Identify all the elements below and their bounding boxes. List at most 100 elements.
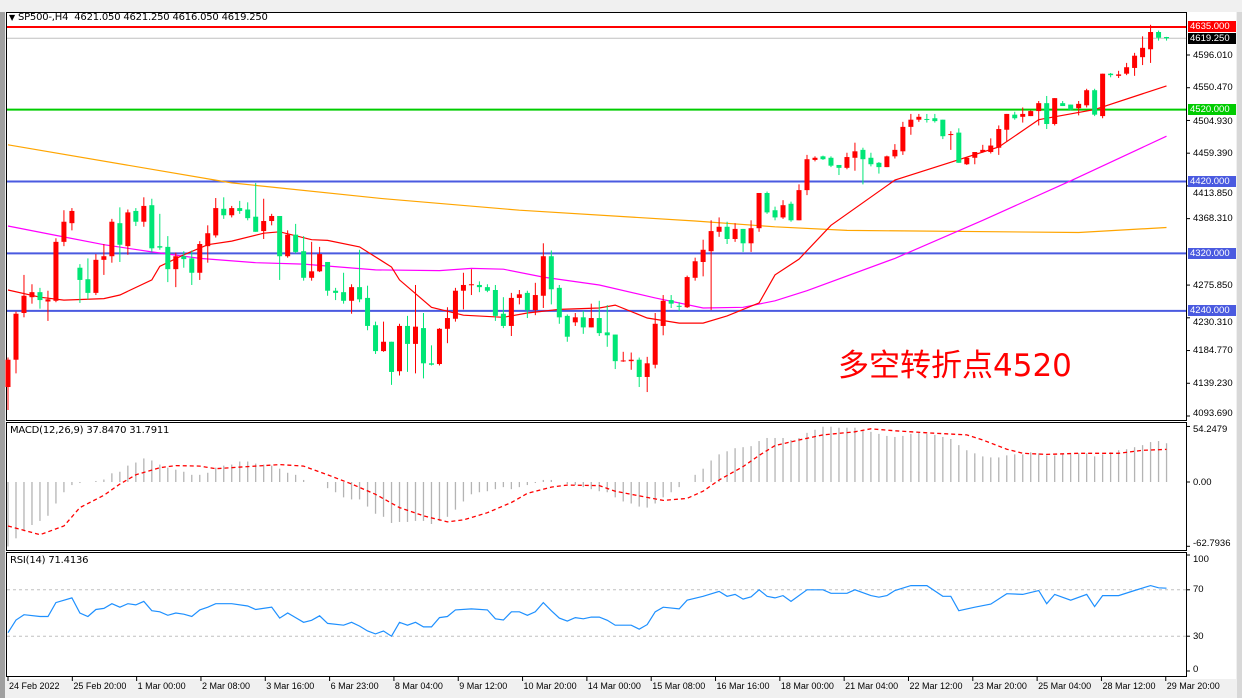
candle-body (141, 205, 147, 222)
candle-body (317, 254, 323, 272)
candle-down (940, 119, 946, 140)
macd-signal-line (7, 428, 1167, 536)
candle-body (604, 332, 610, 336)
candle-body (948, 134, 954, 136)
time-axis-label: 3 Mar 16:00 (266, 681, 315, 691)
candle-up (620, 351, 626, 362)
candle-body (452, 290, 458, 319)
candle-body (772, 210, 778, 218)
candle-up (644, 356, 650, 393)
candle-body (53, 241, 59, 301)
candle-body (1148, 32, 1154, 50)
candle-down (868, 152, 874, 167)
candle-body (868, 157, 874, 165)
candle-body (964, 157, 970, 165)
candle-body (277, 215, 283, 257)
candle-up (892, 144, 898, 159)
candle-down (1108, 72, 1114, 78)
candle-body (468, 284, 474, 286)
candle-body (125, 212, 131, 247)
candle-down (820, 155, 826, 160)
candle-up (852, 142, 858, 171)
candle-up (1148, 24, 1154, 63)
time-axis-label: 24 Feb 2022 (9, 681, 60, 691)
candle-down (1068, 104, 1074, 111)
candle-body (1156, 32, 1162, 38)
candle-up (980, 144, 986, 153)
time-axis-label: 16 Mar 16:00 (716, 681, 770, 691)
time-axis-label: 29 Mar 20:00 (1166, 681, 1220, 691)
candle-body (436, 328, 442, 365)
candle-up (197, 241, 203, 280)
candle-down (301, 236, 307, 281)
candle-body (420, 328, 426, 364)
candle-down (221, 197, 227, 219)
symbol-label: SP500-,H4 (17, 12, 69, 23)
candle-up (540, 243, 546, 308)
candle-body (221, 208, 227, 216)
axis-ticks (7, 54, 1190, 681)
candle-body (444, 318, 450, 329)
candle-body (1092, 90, 1098, 115)
candle-down (157, 213, 163, 250)
candle-up (444, 307, 450, 344)
candle-down (636, 357, 642, 388)
candle-body (325, 261, 331, 291)
candle-body (301, 251, 307, 278)
candle-down (724, 221, 730, 245)
chart-header: ▼ SP500-,H4 4621.050 4621.250 4616.050 4… (9, 12, 268, 23)
candle-body (245, 209, 251, 219)
candle-body (428, 363, 434, 365)
candle-body (5, 359, 11, 388)
candle-up (381, 321, 387, 352)
rsi-plot (7, 584, 1186, 638)
candle-up (1084, 88, 1090, 108)
candle-up (716, 217, 722, 237)
triangle-down-icon[interactable]: ▼ (9, 13, 15, 22)
candle-body (796, 190, 802, 221)
candle-body (333, 290, 339, 293)
candle-body (213, 208, 219, 236)
candle-down (676, 302, 682, 311)
candle-body (373, 325, 379, 352)
candle-body (476, 284, 482, 288)
candle-body (269, 215, 275, 222)
candle-body (1004, 113, 1010, 130)
candle-down (860, 147, 866, 185)
candle-up (700, 239, 706, 277)
candle-body (828, 157, 834, 166)
candle-body (1100, 73, 1106, 117)
candle-body (644, 363, 650, 377)
candle-body (1020, 113, 1026, 117)
candle-down (428, 345, 434, 366)
candle-body (460, 284, 466, 291)
candle-down (556, 284, 562, 324)
candle-up (508, 292, 514, 336)
candle-up (628, 352, 634, 370)
candle-body (636, 359, 642, 377)
candle-up (101, 244, 107, 275)
candle-up (1028, 110, 1034, 117)
candle-down (772, 206, 778, 221)
candle-body (237, 208, 243, 211)
candle-body (1076, 103, 1082, 109)
candle-body (405, 325, 410, 344)
right-scrollbar[interactable] (1237, 12, 1242, 698)
candle-up (748, 220, 754, 252)
price-axis-label: 4093.690 (1193, 408, 1233, 419)
candle-body (341, 292, 347, 301)
candle-body (189, 258, 195, 273)
candle-body (932, 118, 938, 122)
candle-body (628, 359, 634, 362)
candle-down (117, 207, 123, 262)
time-axis-label: 25 Mar 04:00 (1038, 681, 1092, 691)
candle-body (572, 317, 578, 323)
candle-down (1044, 95, 1050, 130)
candle-up (1076, 101, 1082, 116)
main-panel-border (6, 12, 1187, 421)
candle-body (564, 315, 570, 337)
candle-down (740, 228, 746, 252)
candle-body (173, 256, 179, 270)
candle-down (253, 182, 259, 232)
